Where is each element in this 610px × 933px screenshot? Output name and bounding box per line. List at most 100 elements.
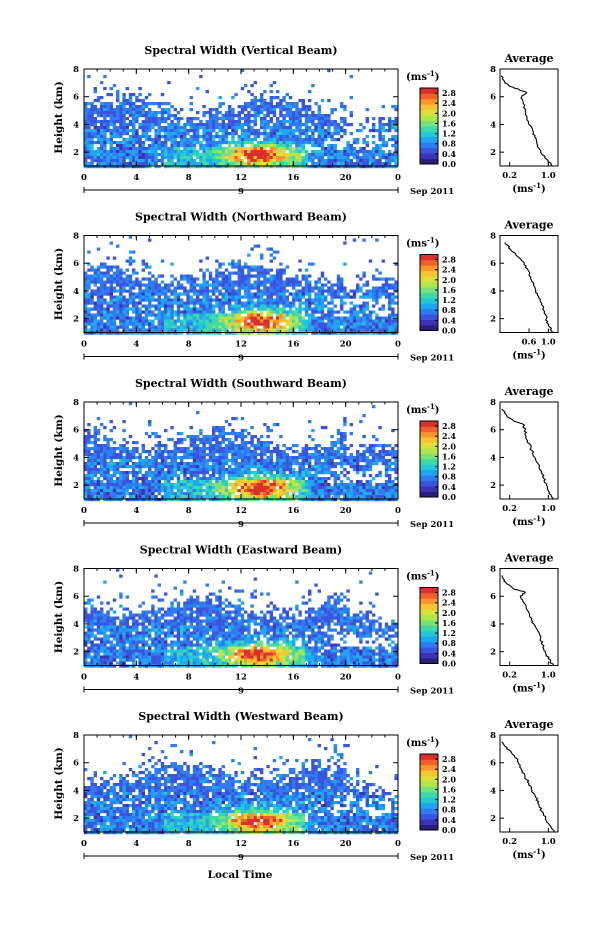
average-y-tick-label: 4: [490, 453, 496, 463]
x-tick-label: 4: [133, 506, 139, 516]
x-axis-label: Local Time: [208, 869, 273, 881]
colorbar-segment: [420, 115, 438, 121]
average-x-tick-label: 0.2: [502, 504, 517, 514]
average-y-tick-label: 6: [490, 426, 496, 436]
colorbar-segment: [420, 781, 438, 787]
average-x-label: (ms-1): [512, 847, 545, 861]
colorbar-tick-label: 0.0: [442, 825, 456, 835]
x-tick-label: 12: [235, 340, 247, 350]
panel-title: Spectral Width (Northward Beam): [135, 211, 347, 224]
colorbar-tick-label: 2.8: [442, 255, 456, 265]
colorbar: 0.00.40.81.21.62.02.42.8: [420, 754, 456, 835]
colorbar: 0.00.40.81.21.62.02.42.8: [420, 421, 456, 502]
average-y-tick-label: 8: [490, 65, 496, 75]
colorbar-segment: [420, 293, 438, 299]
colorbar-segment: [420, 825, 438, 831]
colorbar-segment: [420, 126, 438, 132]
average-y-tick-label: 2: [490, 814, 496, 824]
x-tick-label: 0: [395, 340, 401, 350]
colorbar-tick-label: 2.0: [442, 441, 456, 451]
colorbar-segment: [420, 437, 438, 443]
colorbar-tick-label: 2.0: [442, 774, 456, 784]
x-tick-label: 4: [133, 673, 139, 683]
colorbar-segment: [420, 298, 438, 304]
average-y-tick-label: 4: [490, 287, 496, 297]
y-tick-label: 6: [73, 426, 79, 436]
colorbar-tick-label: 0.4: [442, 815, 456, 825]
average-x-label: (ms-1): [512, 181, 545, 195]
colorbar-segment: [420, 148, 438, 154]
heatmap-cells: [84, 69, 398, 168]
average-frame: [500, 69, 558, 166]
y-tick-label: 8: [73, 565, 79, 575]
colorbar-tick-label: 1.2: [442, 628, 456, 638]
x-tick-label: 0: [81, 506, 87, 516]
panel-title: Spectral Width (Westward Beam): [138, 710, 343, 723]
colorbar-tick-label: 2.4: [442, 98, 456, 108]
average-y-tick-label: 6: [490, 592, 496, 602]
average-y-tick-label: 8: [490, 232, 496, 242]
y-axis-label: Height (km): [53, 414, 65, 486]
y-tick-label: 6: [73, 759, 79, 769]
colorbar-unit: (ms-1): [406, 569, 439, 583]
x-tick-label: 16: [287, 673, 299, 683]
y-tick-label: 2: [73, 315, 79, 325]
average-y-tick-label: 6: [490, 93, 496, 103]
colorbar-segment: [420, 765, 438, 771]
x-tick-label: 8: [186, 839, 192, 849]
colorbar-segment: [420, 432, 438, 438]
colorbar-segment: [420, 93, 438, 99]
y-tick-label: 2: [73, 648, 79, 658]
colorbar-segment: [420, 271, 438, 277]
colorbar-segment: [420, 658, 438, 664]
average-x-tick-label: 1.0: [541, 338, 556, 348]
colorbar-segment: [420, 448, 438, 454]
x-tick-label: 4: [133, 340, 139, 350]
date-label: Sep 2011: [410, 354, 454, 364]
colorbar-segment: [420, 459, 438, 465]
x-tick-label: 20: [340, 839, 352, 849]
unit-exponent: -1: [427, 569, 435, 578]
colorbar-segment: [420, 137, 438, 143]
colorbar-segment: [420, 631, 438, 637]
date-label: Sep 2011: [410, 853, 454, 863]
colorbar-tick-label: 0.8: [442, 638, 456, 648]
colorbar-segment: [420, 303, 438, 309]
colorbar-segment: [420, 131, 438, 137]
y-tick-label: 8: [73, 232, 79, 242]
x-tick-label: 0: [395, 839, 401, 849]
unit-exponent: -1: [427, 236, 435, 245]
colorbar-tick-label: 1.6: [442, 285, 456, 295]
colorbar-tick-label: 2.4: [442, 764, 456, 774]
colorbar-segment: [420, 770, 438, 776]
colorbar-segment: [420, 642, 438, 648]
colorbar-segment: [420, 593, 438, 599]
average-line: [502, 409, 553, 499]
x-tick-label: 12: [235, 173, 247, 183]
panel-title: Spectral Width (Southward Beam): [135, 377, 347, 390]
colorbar-tick-label: 1.6: [442, 618, 456, 628]
unit-exponent: -1: [427, 735, 435, 744]
colorbar-segment: [420, 481, 438, 487]
average-y-tick-label: 2: [490, 315, 496, 325]
average-y-tick-label: 8: [490, 565, 496, 575]
x-tick-label: 0: [395, 673, 401, 683]
colorbar-tick-label: 0.0: [442, 159, 456, 169]
colorbar-segment: [420, 159, 438, 165]
average-x-tick-label: 1.0: [541, 504, 556, 514]
y-tick-label: 8: [73, 65, 79, 75]
average-frame: [500, 236, 558, 333]
colorbar-segment: [420, 492, 438, 498]
x-tick-label: 0: [81, 839, 87, 849]
colorbar-segment: [420, 792, 438, 798]
average-x-label: (ms-1): [512, 681, 545, 695]
x-tick-label: 8: [186, 173, 192, 183]
average-line: [501, 76, 552, 166]
heatmap-cells: [84, 402, 398, 501]
x-tick-label: 4: [133, 839, 139, 849]
